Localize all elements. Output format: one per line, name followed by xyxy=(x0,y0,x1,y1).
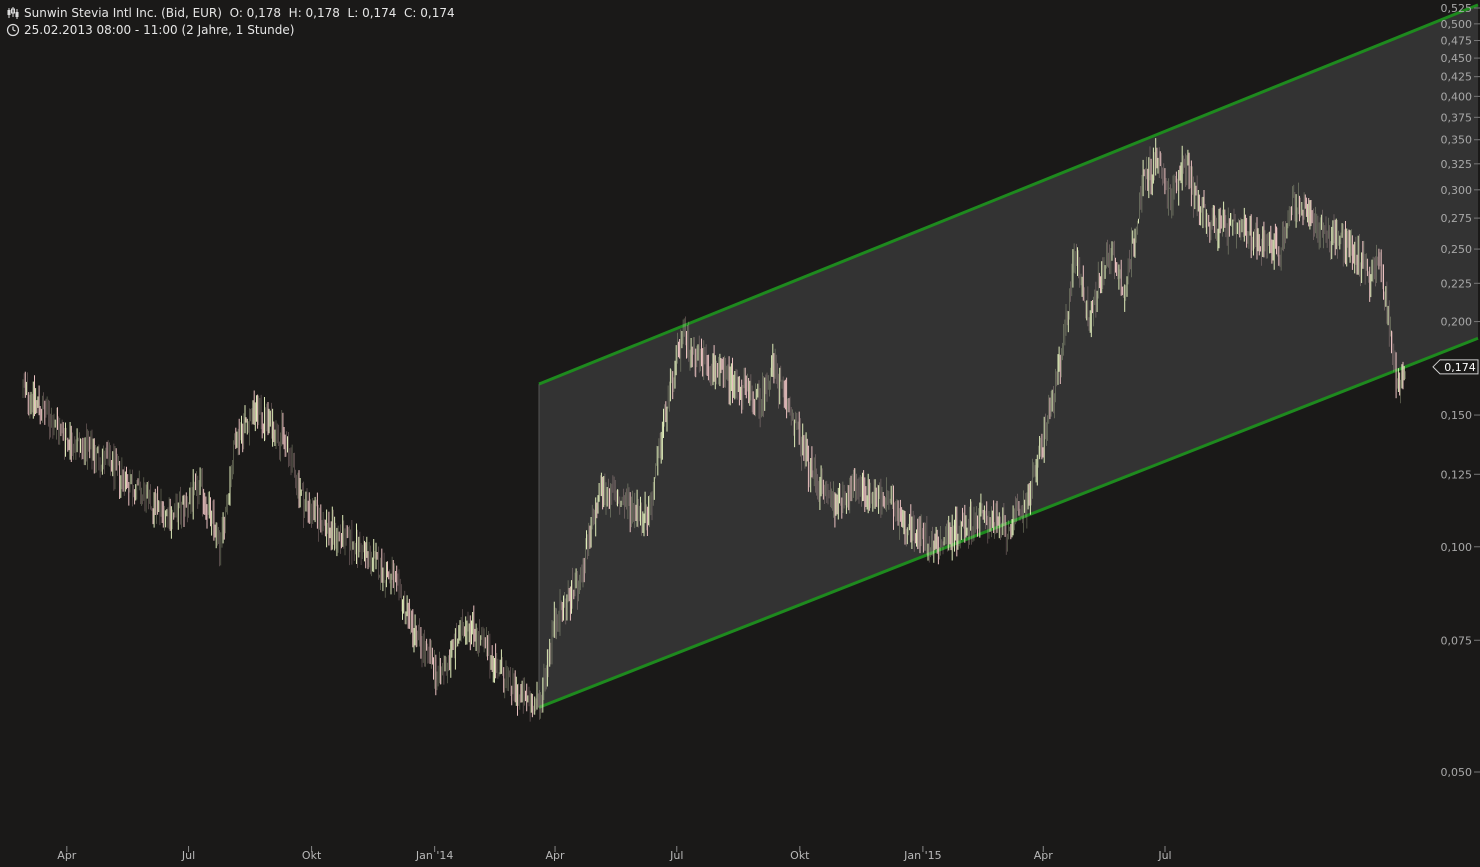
last-price-box xyxy=(1432,359,1479,375)
y-tick-label: 0,225 xyxy=(1441,277,1473,290)
channel-fill xyxy=(538,4,1478,708)
y-tick-label: 0,500 xyxy=(1441,18,1473,31)
ohlc-values: O: 0,178 H: 0,178 L: 0,174 C: 0,174 xyxy=(229,5,455,20)
x-tick-label: Okt xyxy=(302,849,322,862)
y-tick-label: 0,300 xyxy=(1441,184,1473,197)
period-label: 25.02.2013 08:00 - 11:00 (2 Jahre, 1 Stu… xyxy=(24,22,295,37)
period-row: 25.02.2013 08:00 - 11:00 (2 Jahre, 1 Stu… xyxy=(0,21,455,38)
y-tick-label: 0,125 xyxy=(1441,468,1473,481)
y-tick-label: 0,325 xyxy=(1441,158,1473,171)
candles xyxy=(22,138,1406,722)
last-price-label: 0,174 xyxy=(1444,361,1476,374)
y-tick-label: 0,075 xyxy=(1441,634,1473,647)
x-tick-label: Apr xyxy=(546,849,566,862)
x-tick-label: Apr xyxy=(57,849,77,862)
x-tick-label: Jul xyxy=(669,849,683,862)
y-tick-label: 0,475 xyxy=(1441,35,1473,48)
x-tick-label: Jan '15 xyxy=(903,849,941,862)
y-tick-label: 0,050 xyxy=(1441,766,1473,779)
x-tick-label: Jul xyxy=(181,849,195,862)
channel-upper-line xyxy=(538,3,1479,386)
y-tick-label: 0,450 xyxy=(1441,52,1473,65)
clock-icon xyxy=(6,23,20,36)
y-tick-label: 0,200 xyxy=(1441,316,1473,329)
instrument-row: Sunwin Stevia Intl Inc. (Bid, EUR) O: 0,… xyxy=(0,4,455,21)
chart-header: Sunwin Stevia Intl Inc. (Bid, EUR) O: 0,… xyxy=(0,4,455,38)
candlestick-icon xyxy=(7,6,19,19)
x-tick-label: Jul xyxy=(1157,849,1171,862)
y-tick-label: 0,375 xyxy=(1441,111,1473,124)
trend-channel xyxy=(538,3,1479,709)
x-tick-label: Okt xyxy=(790,849,810,862)
x-tick-label: Apr xyxy=(1034,849,1054,862)
channel-lower-line xyxy=(538,336,1479,709)
y-tick-label: 0,250 xyxy=(1441,243,1473,256)
x-axis: Apr Jul Okt Jan '14 Apr Jul Okt Jan '15 Apr Jul xyxy=(57,846,1172,862)
y-tick-label: 0,150 xyxy=(1441,409,1473,422)
y-tick-label: 0,350 xyxy=(1441,134,1473,147)
y-tick-label: 0,425 xyxy=(1441,71,1473,84)
y-tick-label: 0,525 xyxy=(1441,2,1473,15)
last-price-marker: 0,174 xyxy=(1432,359,1479,375)
y-tick-label: 0,400 xyxy=(1441,90,1473,103)
y-axis: 0,050 0,075 0,100 0,125 0,150 0,200 0,225 0,250… xyxy=(1441,2,1480,779)
x-tick-label: Jan '14 xyxy=(415,849,453,862)
y-tick-label: 0,100 xyxy=(1441,541,1473,554)
y-tick-label: 0,275 xyxy=(1441,212,1473,225)
instrument-name: Sunwin Stevia Intl Inc. (Bid, EUR) xyxy=(24,5,222,20)
